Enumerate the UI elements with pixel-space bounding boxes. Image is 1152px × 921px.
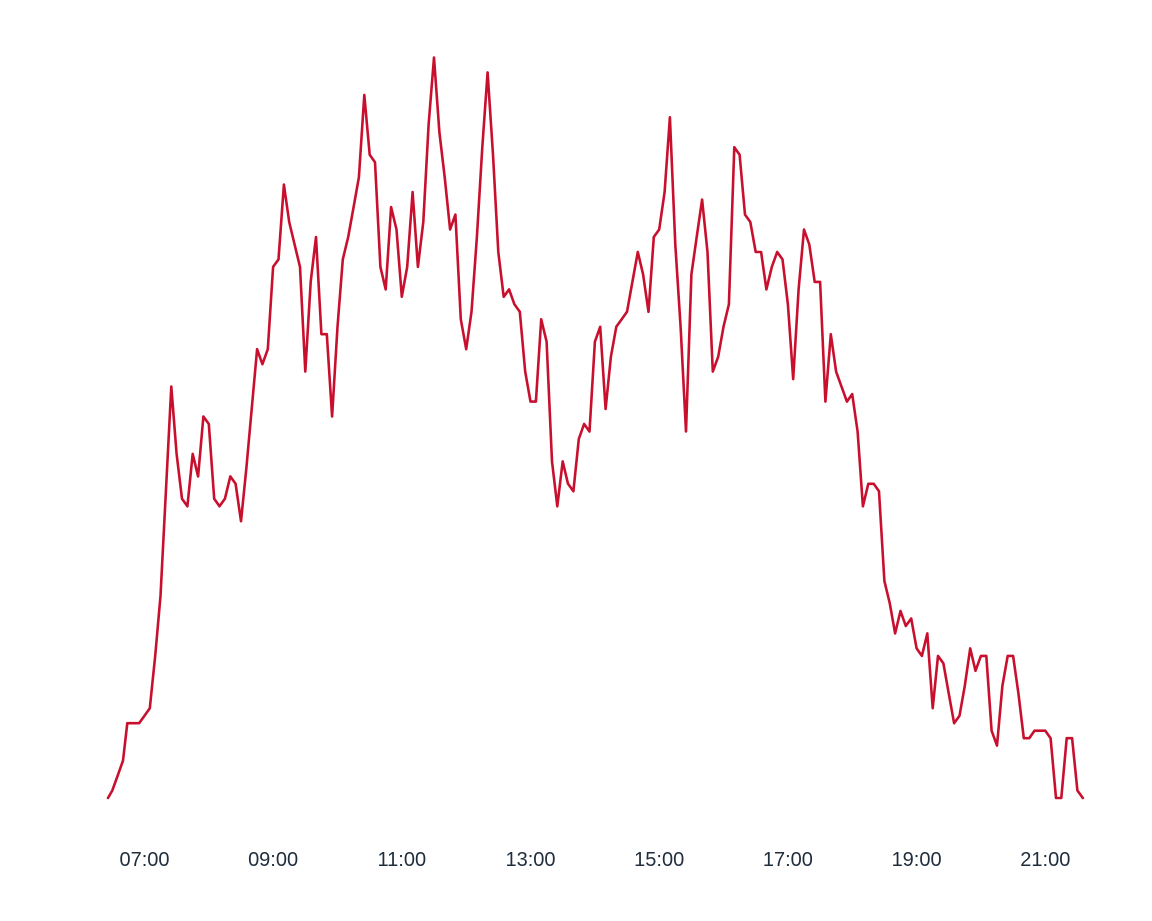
x-axis: 07:00 09:00 11:00 13:00 15:00 17:00 19:00 21:00 — [119, 849, 1070, 871]
x-tick-label: 15:00 — [634, 849, 684, 871]
x-tick-label: 13:00 — [505, 849, 555, 871]
x-tick-label: 17:00 — [763, 849, 813, 871]
x-tick-label: 21:00 — [1020, 849, 1070, 871]
plot-area — [106, 56, 1085, 800]
x-tick-label: 19:00 — [892, 849, 942, 871]
x-tick-label: 11:00 — [378, 849, 427, 871]
x-tick-label: 07:00 — [119, 849, 169, 871]
x-tick-label: 09:00 — [248, 849, 298, 871]
series-line-0 — [106, 56, 1085, 800]
